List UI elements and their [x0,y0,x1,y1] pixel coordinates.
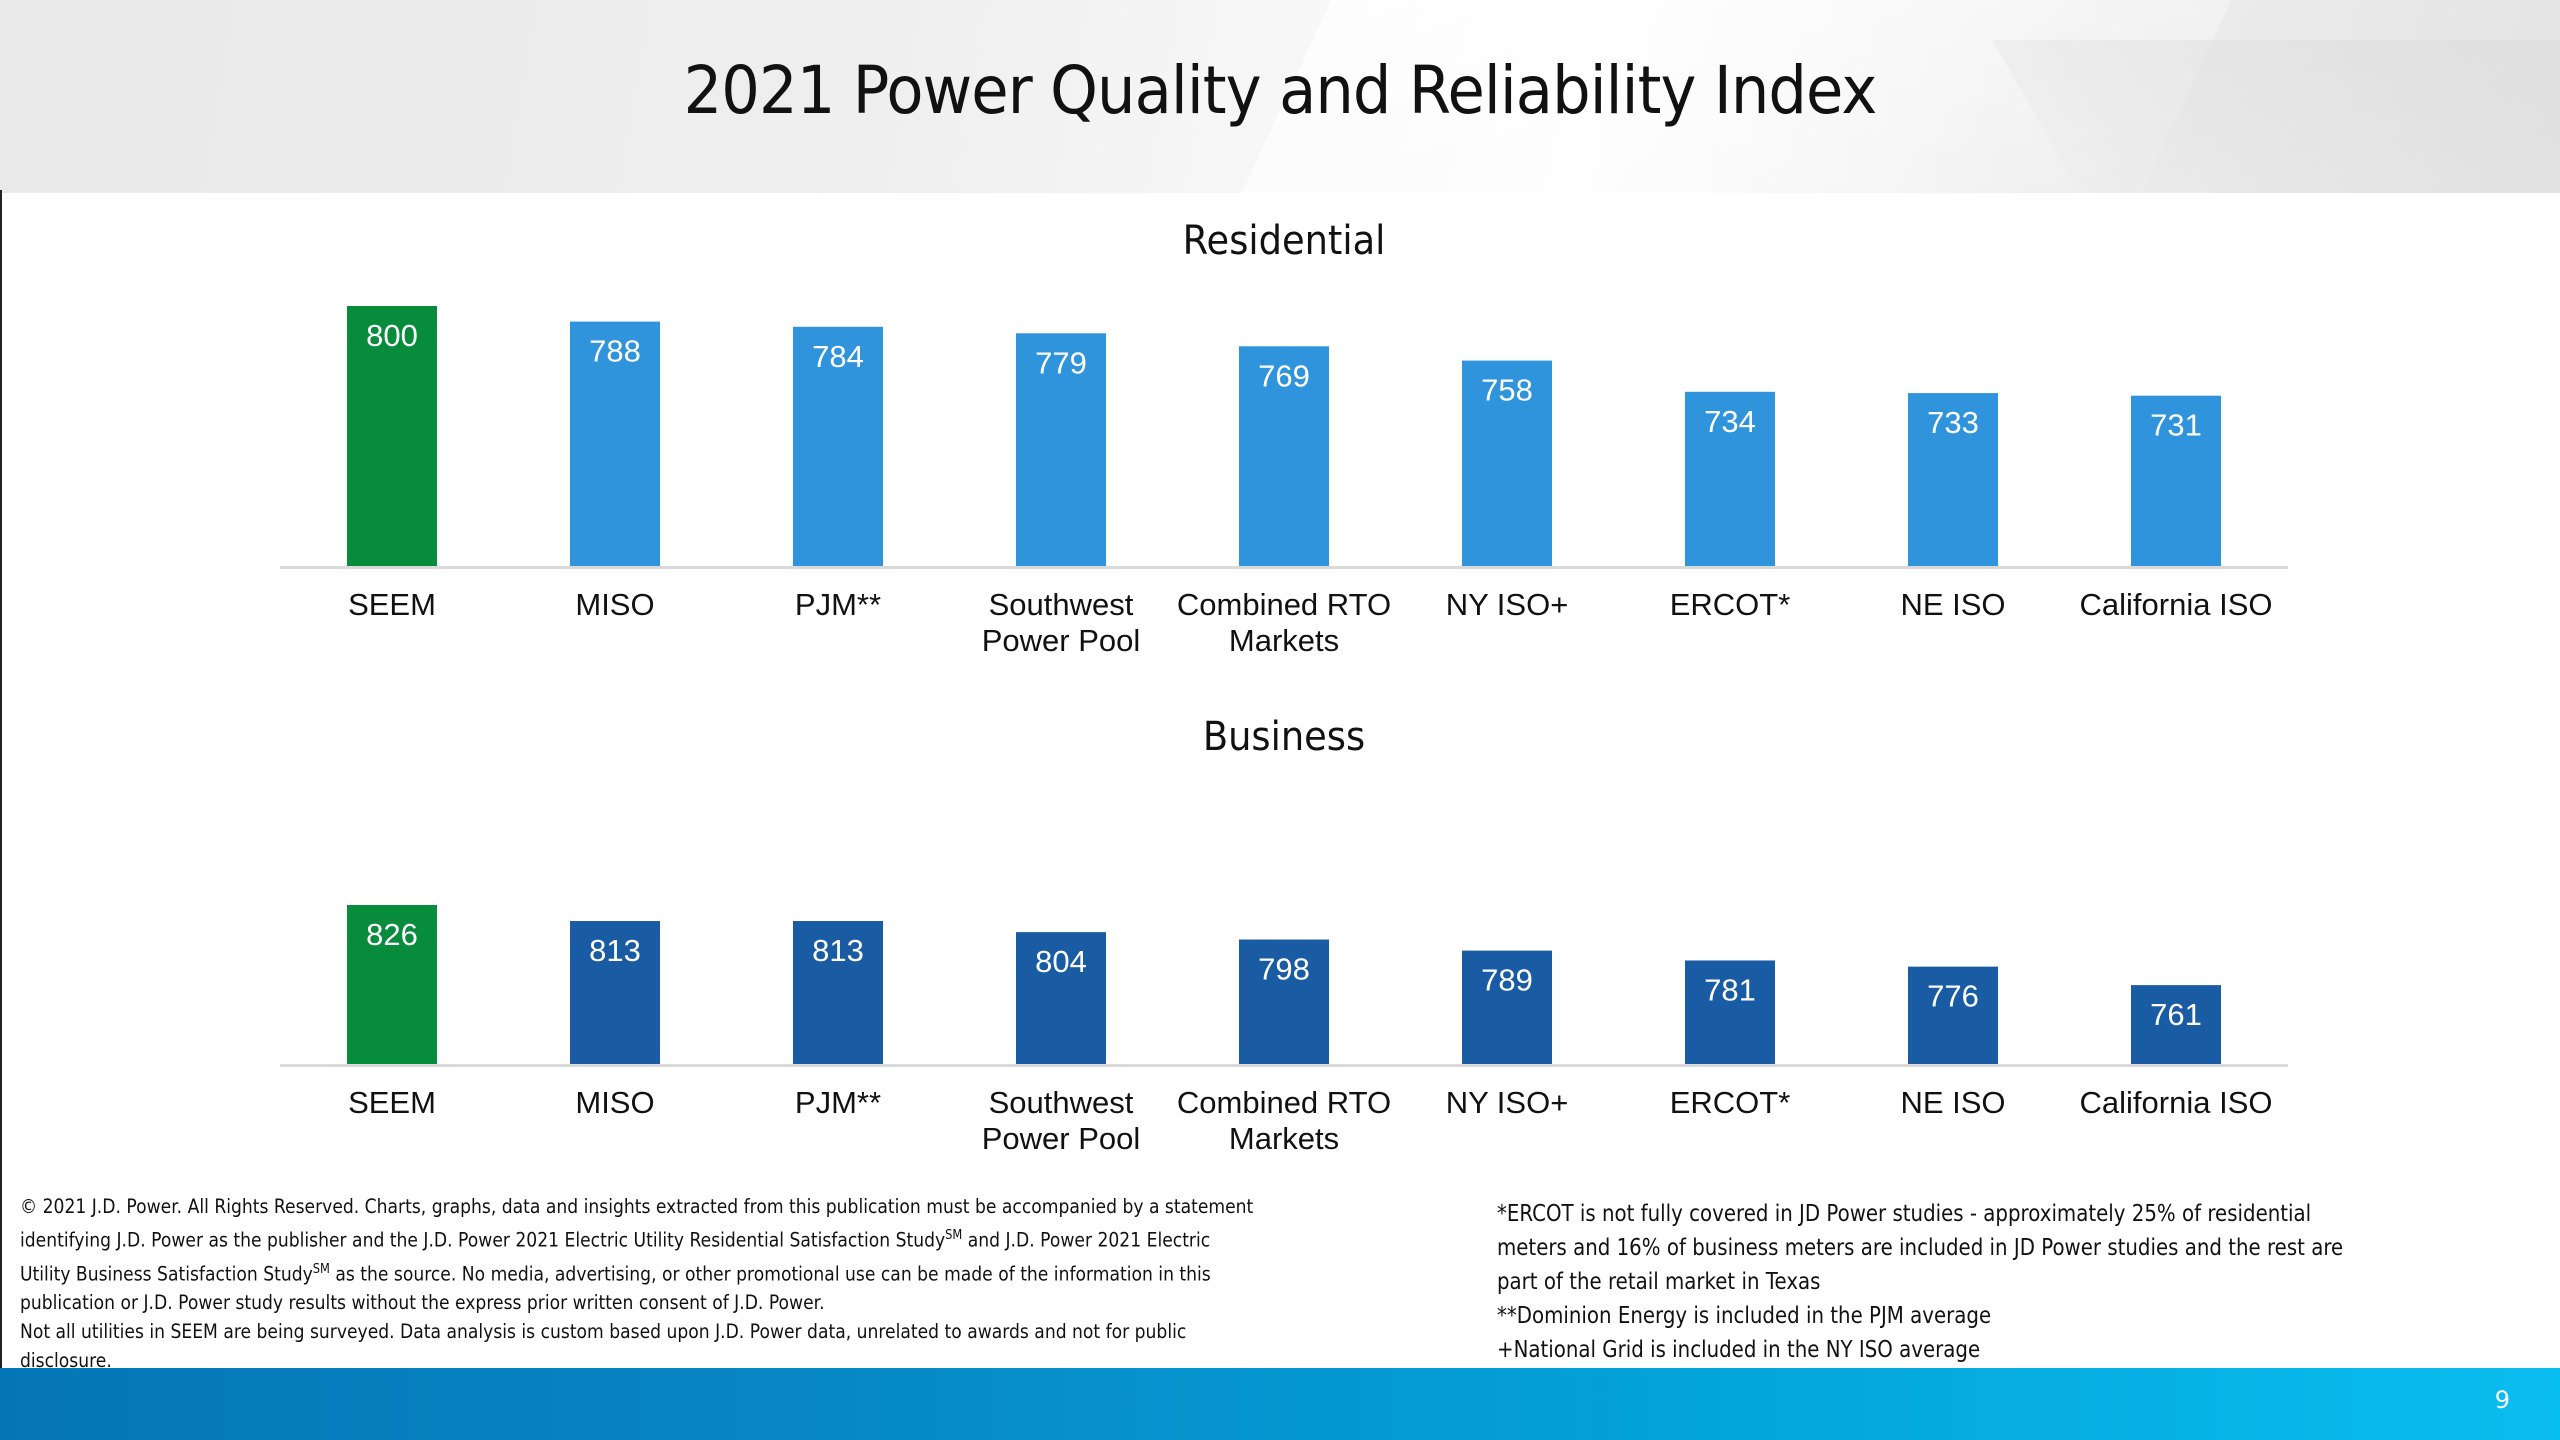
bar-value-label: 800 [366,318,418,353]
category-label: Power Pool [982,623,1141,658]
bar-pjm [793,326,883,566]
category-label: PJM** [795,587,881,622]
page-number: 9 [2494,1386,2510,1414]
bar-pjm [793,921,883,1064]
bar-combined-rto-markets [1239,346,1329,566]
header-banner [0,0,2560,193]
copyright-footnote: © 2021 J.D. Power. All Rights Reserved. … [20,1192,1428,1375]
bar-value-label: 734 [1704,404,1756,439]
bar-value-label: 758 [1481,373,1533,408]
bar-value-label: 813 [812,933,864,968]
market-notes: *ERCOT is not fully covered in JD Power … [1497,1197,2555,1367]
category-label: Markets [1229,1121,1339,1156]
bar-value-label: 781 [1704,972,1756,1007]
bar-seem [347,306,437,566]
ercot-note: meters and 16% of business meters are in… [1497,1235,2344,1261]
footnote-line: publication or J.D. Power study results … [20,1291,825,1314]
ercot-note: *ERCOT is not fully covered in JD Power … [1497,1201,2312,1227]
footer-bar: 9 [0,1368,2560,1440]
business-chart-title: Business [1202,714,1366,760]
category-label: Power Pool [982,1121,1141,1156]
category-label: MISO [575,1085,654,1120]
bar-seem [347,905,437,1064]
bar-value-label: 789 [1481,963,1533,998]
bar-california-iso [2131,985,2221,1064]
footnote-line: Not all utilities in SEEM are being surv… [20,1320,1187,1343]
category-label: NY ISO+ [1446,1085,1569,1120]
bar-value-label: 813 [589,933,641,968]
bar-value-label: 779 [1035,345,1087,380]
bar-ny-iso [1462,360,1552,566]
bar-ne-iso [1908,393,1998,566]
bar-ne-iso [1908,966,1998,1064]
category-label: California ISO [2080,1085,2273,1120]
business-chart: 826 SEEM 813 MISO 813 PJM** 804 SouthwestPower … [280,905,2288,1156]
bar-ny-iso [1462,950,1552,1064]
category-label: Southwest [989,1085,1134,1120]
bar-value-label: 826 [366,917,418,952]
residential-chart: 800 SEEM 788 MISO 784 PJM** 779 SouthwestPower … [280,306,2288,658]
bar-value-label: 731 [2150,408,2202,443]
bar-value-label: 761 [2150,997,2202,1032]
bar-combined-rto-markets [1239,939,1329,1064]
category-label: SEEM [348,587,436,622]
bar-california-iso [2131,395,2221,566]
category-label: California ISO [2080,587,2273,622]
bar-ercot [1685,391,1775,566]
bar-value-label: 804 [1035,944,1087,979]
pjm-note: **Dominion Energy is included in the PJM… [1497,1303,1992,1329]
bar-miso [570,321,660,566]
bar-southwest-power-pool [1016,333,1106,566]
category-label: PJM** [795,1085,881,1120]
ercot-note: part of the retail market in Texas [1497,1269,1821,1295]
bar-value-label: 733 [1927,405,1979,440]
bar-ercot [1685,960,1775,1064]
bar-value-label: 788 [589,334,641,369]
bar-value-label: 776 [1927,979,1979,1014]
footnote-line: Utility Business Satisfaction StudySM as… [20,1261,1211,1286]
category-label: ERCOT* [1670,1085,1791,1120]
category-label: NE ISO [1900,587,2005,622]
bar-value-label: 769 [1258,358,1310,393]
category-label: Markets [1229,623,1339,658]
nyiso-note: +National Grid is included in the NY ISO… [1497,1337,1981,1363]
category-label: NY ISO+ [1446,587,1569,622]
category-label: SEEM [348,1085,436,1120]
footnote-line: © 2021 J.D. Power. All Rights Reserved. … [20,1195,1254,1218]
category-label: Southwest [989,587,1134,622]
page-title: 2021 Power Quality and Reliability Index [683,52,1878,129]
bar-value-label: 784 [812,339,864,374]
category-label: NE ISO [1900,1085,2005,1120]
slide-border [0,190,2,1368]
category-label: ERCOT* [1670,587,1791,622]
category-label: Combined RTO [1177,1085,1391,1120]
bar-miso [570,921,660,1064]
bar-southwest-power-pool [1016,932,1106,1064]
category-label: Combined RTO [1177,587,1391,622]
footnote-line: disclosure. [20,1349,112,1372]
bar-value-label: 798 [1258,952,1310,987]
residential-chart-title: Residential [1182,218,1386,264]
category-label: MISO [575,587,654,622]
footnote-line: identifying J.D. Power as the publisher … [20,1228,1211,1252]
